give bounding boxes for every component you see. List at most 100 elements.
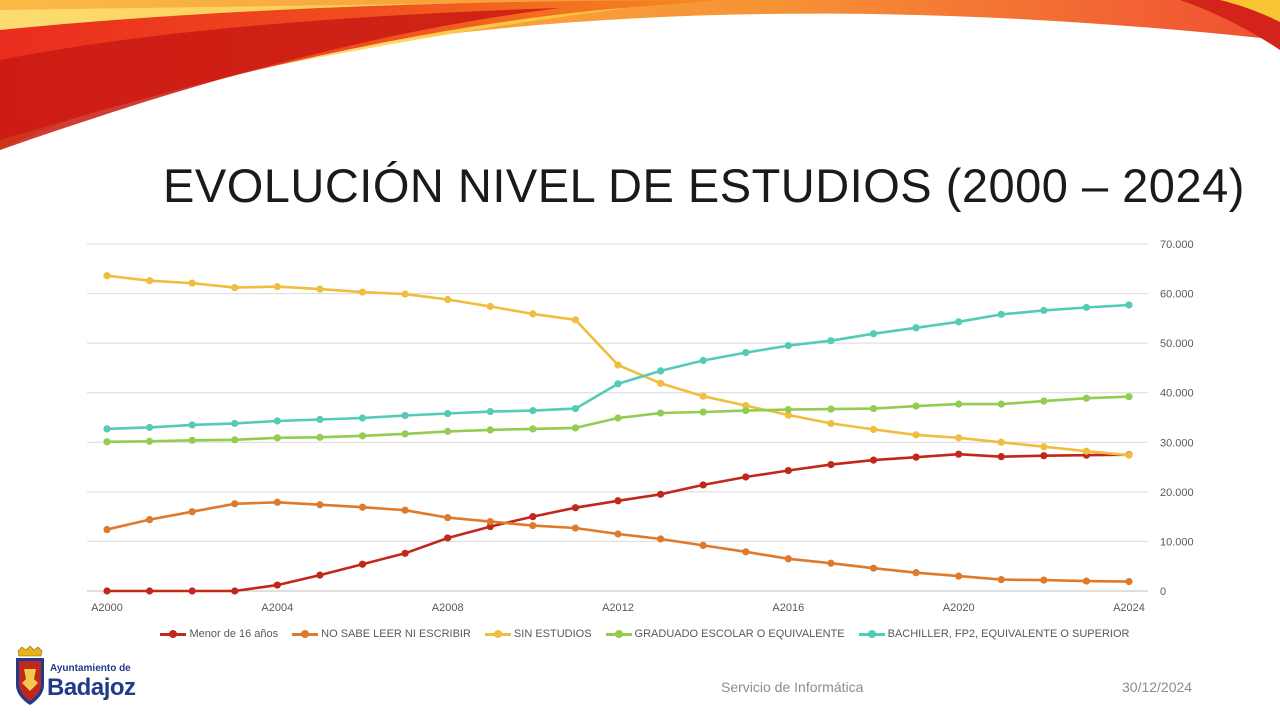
data-point	[145, 437, 154, 445]
x-tick-label: A2012	[602, 602, 634, 614]
data-point	[742, 402, 750, 410]
y-tick-label: 40.000	[1160, 388, 1194, 400]
data-point	[103, 525, 111, 534]
data-point	[742, 548, 750, 556]
data-point	[1082, 394, 1091, 402]
data-point	[955, 400, 963, 408]
data-point	[188, 436, 196, 444]
data-point	[955, 318, 963, 326]
legend-label: Menor de 16 años	[189, 628, 279, 640]
data-point	[614, 414, 622, 422]
data-point	[231, 587, 239, 595]
data-point	[231, 419, 239, 428]
data-point	[188, 279, 196, 287]
legend-label: GRADUADO ESCOLAR O EQUIVALENTE	[634, 628, 845, 640]
data-point	[1082, 303, 1091, 312]
legend-item: NO SABE LEER NI ESCRIBIR	[292, 628, 471, 640]
data-point	[529, 521, 537, 530]
data-point	[316, 501, 324, 509]
data-point	[699, 481, 707, 489]
data-point	[1040, 443, 1048, 451]
data-point	[656, 490, 665, 498]
x-tick-label: A2008	[432, 602, 464, 614]
y-tick-label: 50.000	[1160, 338, 1194, 350]
page-title: EVOLUCIÓN NIVEL DE ESTUDIOS (2000 – 2024…	[163, 159, 1245, 212]
data-point	[1040, 452, 1048, 460]
data-point	[231, 284, 239, 292]
y-tick-label: 20.000	[1160, 487, 1194, 499]
data-point	[316, 415, 324, 424]
data-point	[486, 426, 494, 434]
data-point	[273, 434, 281, 442]
x-tick-label: A2020	[943, 602, 975, 614]
data-point	[145, 587, 154, 595]
data-point	[955, 572, 963, 580]
data-point	[827, 460, 835, 469]
data-point	[699, 408, 707, 416]
data-point	[912, 431, 920, 439]
badajoz-logo	[16, 645, 44, 705]
data-point	[1082, 577, 1091, 585]
data-point	[529, 513, 537, 521]
data-point	[614, 497, 622, 505]
data-point	[273, 581, 281, 589]
data-point	[571, 404, 580, 413]
legend-item: GRADUADO ESCOLAR O EQUIVALENTE	[605, 628, 845, 640]
series-line	[106, 500, 1130, 583]
data-point	[316, 571, 324, 579]
data-point	[699, 541, 707, 549]
data-point	[742, 473, 750, 481]
data-point	[869, 564, 878, 572]
legend-item: Menor de 16 años	[160, 628, 278, 640]
data-point	[656, 379, 665, 387]
data-point	[231, 436, 239, 444]
data-point	[869, 330, 878, 338]
data-point	[273, 417, 281, 425]
data-point	[444, 409, 452, 418]
data-point	[1125, 577, 1133, 586]
data-point	[273, 283, 281, 291]
data-point	[912, 453, 920, 461]
data-point	[444, 427, 452, 435]
data-point	[358, 414, 367, 422]
line-chart: 0 10.000 20.000 30.000 40.000 50.000 60.000 70.…	[87, 239, 1194, 614]
series-3	[103, 272, 1133, 459]
data-point	[656, 535, 665, 543]
data-point	[401, 506, 409, 514]
data-point	[358, 503, 367, 511]
data-point	[358, 432, 367, 440]
legend-swatch	[605, 629, 632, 639]
data-point	[401, 430, 409, 438]
legend-swatch	[858, 629, 885, 639]
data-point	[529, 310, 537, 318]
data-point	[103, 425, 111, 433]
data-point	[358, 560, 367, 568]
data-point	[869, 404, 878, 413]
data-point	[1125, 393, 1133, 401]
series-4	[103, 393, 1133, 446]
data-point	[869, 456, 878, 464]
x-tick-label: A2024	[1113, 602, 1145, 614]
data-point	[827, 419, 835, 428]
data-point	[486, 522, 494, 531]
data-point	[571, 524, 580, 532]
legend-item: SIN ESTUDIOS	[484, 628, 592, 640]
data-point	[1125, 301, 1133, 309]
data-point	[571, 504, 580, 512]
y-tick-label: 0	[1160, 586, 1166, 598]
data-point	[997, 453, 1005, 461]
data-point	[273, 498, 281, 506]
data-point	[103, 272, 111, 280]
data-point	[316, 285, 324, 293]
data-point	[955, 434, 963, 442]
data-point	[486, 302, 494, 311]
data-point	[997, 400, 1005, 408]
data-point	[912, 324, 920, 332]
data-point	[444, 295, 452, 304]
data-point	[742, 348, 750, 357]
data-point	[188, 421, 196, 429]
data-point	[1040, 576, 1048, 584]
data-point	[784, 555, 792, 563]
series-1	[103, 450, 1133, 595]
data-point	[1082, 447, 1091, 455]
